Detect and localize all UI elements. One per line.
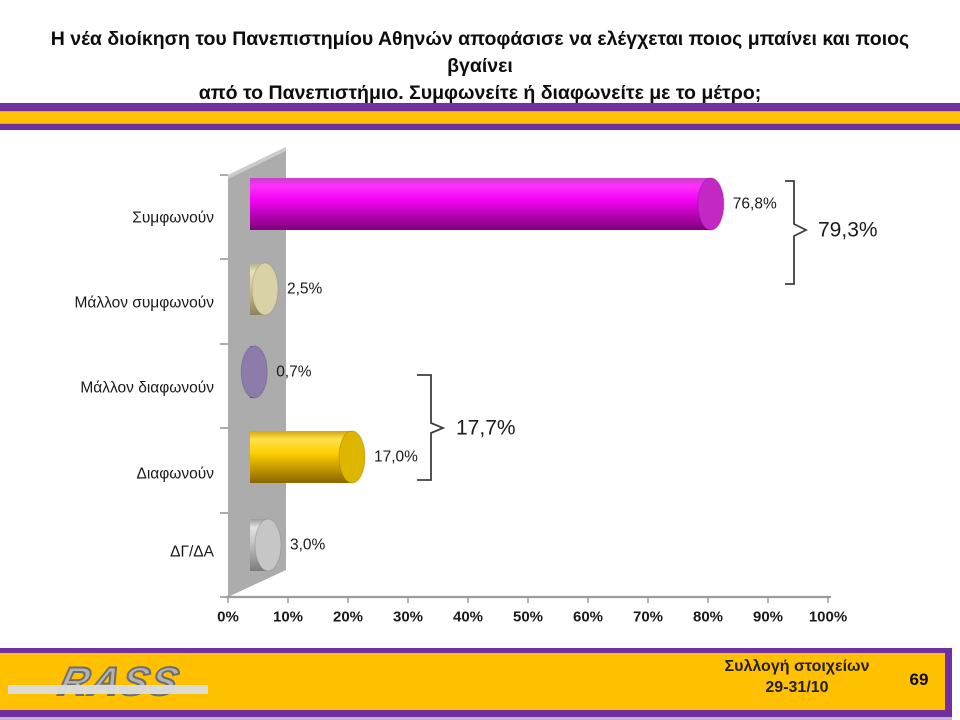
bar-cap-4 [254, 518, 282, 572]
group-label: 79,3% [818, 219, 878, 242]
footer-yellow-band [0, 648, 952, 717]
x-tick-label: 90% [753, 609, 783, 626]
footer-band-shadow [0, 717, 952, 720]
category-label: Μάλλον διαφωνούν [80, 380, 214, 397]
footer-band: RASS Συλλογή στοιχείων 29-31/10 69 [0, 648, 960, 720]
band-stripe-yellow [0, 112, 960, 123]
note-line-2: 29-31/10 [765, 679, 829, 696]
data-collection-note: Συλλογή στοιχείων 29-31/10 [672, 656, 922, 698]
chart-wall-bevel [228, 147, 286, 179]
x-tick-label: 70% [633, 609, 663, 626]
x-tick-label: 0% [217, 609, 239, 626]
rass-logo-stripe [8, 685, 208, 694]
rass-logo-text: RASS [54, 659, 186, 705]
x-tick-label: 40% [453, 609, 483, 626]
band-stripe-purple-top [0, 103, 960, 111]
bar-body-3 [250, 431, 352, 483]
bar-cap-3 [338, 430, 366, 484]
page-number: 69 [909, 670, 929, 689]
bar-cap-0 [697, 177, 725, 231]
category-label: ΔΓ/ΔΑ [170, 544, 215, 561]
x-tick-label: 100% [809, 609, 847, 626]
category-label: Μάλλον συμφωνούν [74, 295, 214, 312]
bar-value-label: 17,0% [374, 449, 418, 466]
divider-band [0, 103, 960, 130]
x-tick-label: 50% [513, 609, 543, 626]
group-bracket-1 [417, 374, 446, 481]
group-bracket-0 [785, 180, 809, 285]
x-tick-label: 60% [573, 609, 603, 626]
note-line-1: Συλλογή στοιχείων [724, 658, 870, 675]
x-tick-label: 10% [273, 609, 303, 626]
bar-value-label: 0,7% [276, 364, 312, 381]
group-label: 17,7% [456, 417, 516, 440]
x-tick-label: 30% [393, 609, 423, 626]
bar-cap-2 [240, 345, 268, 399]
x-tick-label: 20% [333, 609, 363, 626]
bar-body-0 [250, 178, 711, 230]
band-stripe-light-2 [0, 123, 960, 124]
category-label: Συμφωνούν [132, 210, 214, 227]
bar-value-label: 2,5% [287, 281, 323, 298]
x-tick-label: 80% [693, 609, 723, 626]
bar-value-label: 3,0% [290, 537, 326, 554]
bar-value-label: 76,8% [733, 196, 777, 213]
band-stripe-purple-bottom [0, 124, 960, 130]
chart-title: Η νέα διοίκηση του Πανεπιστημίου Αθηνών … [50, 28, 910, 104]
rass-logo: RASS [8, 659, 260, 714]
bar-cap-1 [251, 262, 279, 316]
band-stripe-light-1 [0, 111, 960, 112]
category-label: Διαφωνούν [136, 466, 214, 483]
bar-chart: 76,8% Συμφωνούν 2,5% Μάλλον συμφωνούν 0,7% Μά… [74, 147, 878, 626]
